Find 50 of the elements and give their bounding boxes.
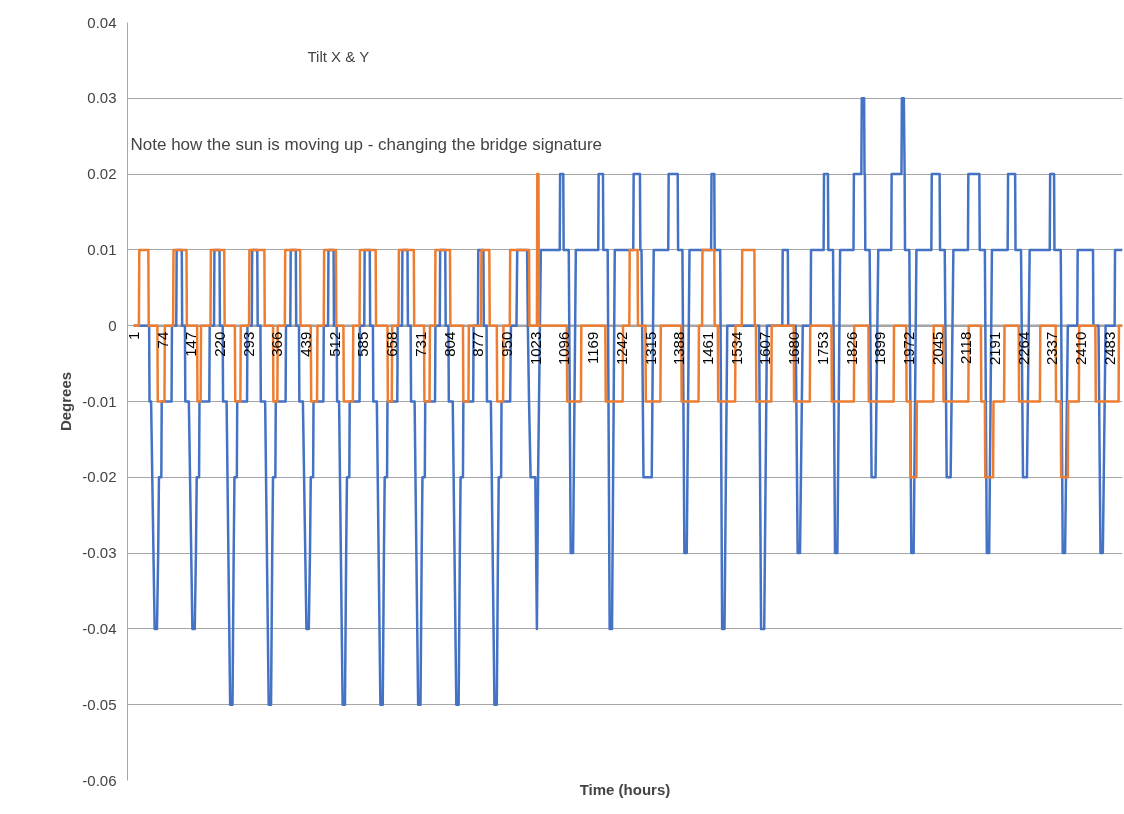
x-tick-label: 2410 — [1072, 331, 1090, 366]
x-tick-label: 147 — [182, 331, 200, 357]
x-tick-label: 1680 — [785, 331, 803, 366]
x-tick-label: 1753 — [813, 331, 831, 366]
x-tick-label: 74 — [153, 331, 171, 349]
x-tick-label: 1023 — [526, 331, 544, 366]
y-tick-label: -0.05 — [82, 695, 117, 713]
x-tick-label: 1242 — [612, 331, 630, 366]
x-tick-label: 1461 — [698, 331, 716, 366]
x-tick-label: 293 — [239, 331, 257, 357]
x-tick-label: 2191 — [986, 331, 1004, 366]
annotation: Note how the sun is moving up - changing the bridge signature — [130, 134, 603, 154]
x-tick-label: 2118 — [957, 331, 975, 364]
x-tick-label: 1388 — [670, 331, 688, 366]
x-axis-title: Time (hours) — [579, 780, 671, 798]
y-axis-title: Degrees — [57, 371, 75, 432]
y-tick-label: 0.01 — [87, 240, 117, 258]
x-tick-label: 1972 — [899, 331, 917, 366]
y-tick-label: 0 — [108, 316, 117, 334]
y-tick-label: 0.03 — [87, 89, 117, 107]
x-tick-label: 512 — [325, 331, 343, 357]
x-tick-label: 1899 — [871, 331, 889, 366]
x-tick-label: 220 — [210, 331, 228, 357]
x-tick-label: 1826 — [842, 331, 860, 366]
y-tick-label: 0.02 — [87, 165, 117, 183]
x-tick-label: 804 — [440, 331, 458, 357]
y-tick-label: -0.04 — [82, 619, 117, 637]
y-tick-label: -0.02 — [82, 468, 117, 486]
y-tick-label: -0.01 — [82, 392, 117, 410]
y-tick-label: 0.04 — [87, 13, 117, 31]
x-tick-label: 2337 — [1043, 331, 1061, 366]
x-tick-label: 950 — [498, 331, 516, 357]
x-tick-label: 2264 — [1014, 331, 1032, 366]
x-tick-label: 1096 — [555, 331, 573, 366]
x-tick-label: 658 — [383, 331, 401, 357]
x-tick-label: 585 — [354, 331, 372, 357]
x-tick-label: 877 — [469, 331, 487, 357]
x-tick-label: 2483 — [1100, 331, 1118, 366]
x-tick-label: 1534 — [727, 331, 745, 366]
x-tick-label: 1607 — [756, 331, 774, 366]
text: Tilt X & Y — [307, 47, 370, 65]
x-tick-label: 731 — [411, 331, 429, 357]
x-tick-label: 1315 — [641, 331, 659, 366]
x-tick-label: 439 — [297, 331, 315, 357]
x-tick-label: 366 — [268, 331, 286, 357]
x-tick-label: 2045 — [928, 331, 946, 366]
y-tick-label: -0.06 — [82, 771, 117, 789]
x-tick-label: 1169 — [584, 331, 602, 364]
x-tick-label: 1 — [124, 331, 142, 341]
y-tick-label: -0.03 — [82, 544, 117, 562]
